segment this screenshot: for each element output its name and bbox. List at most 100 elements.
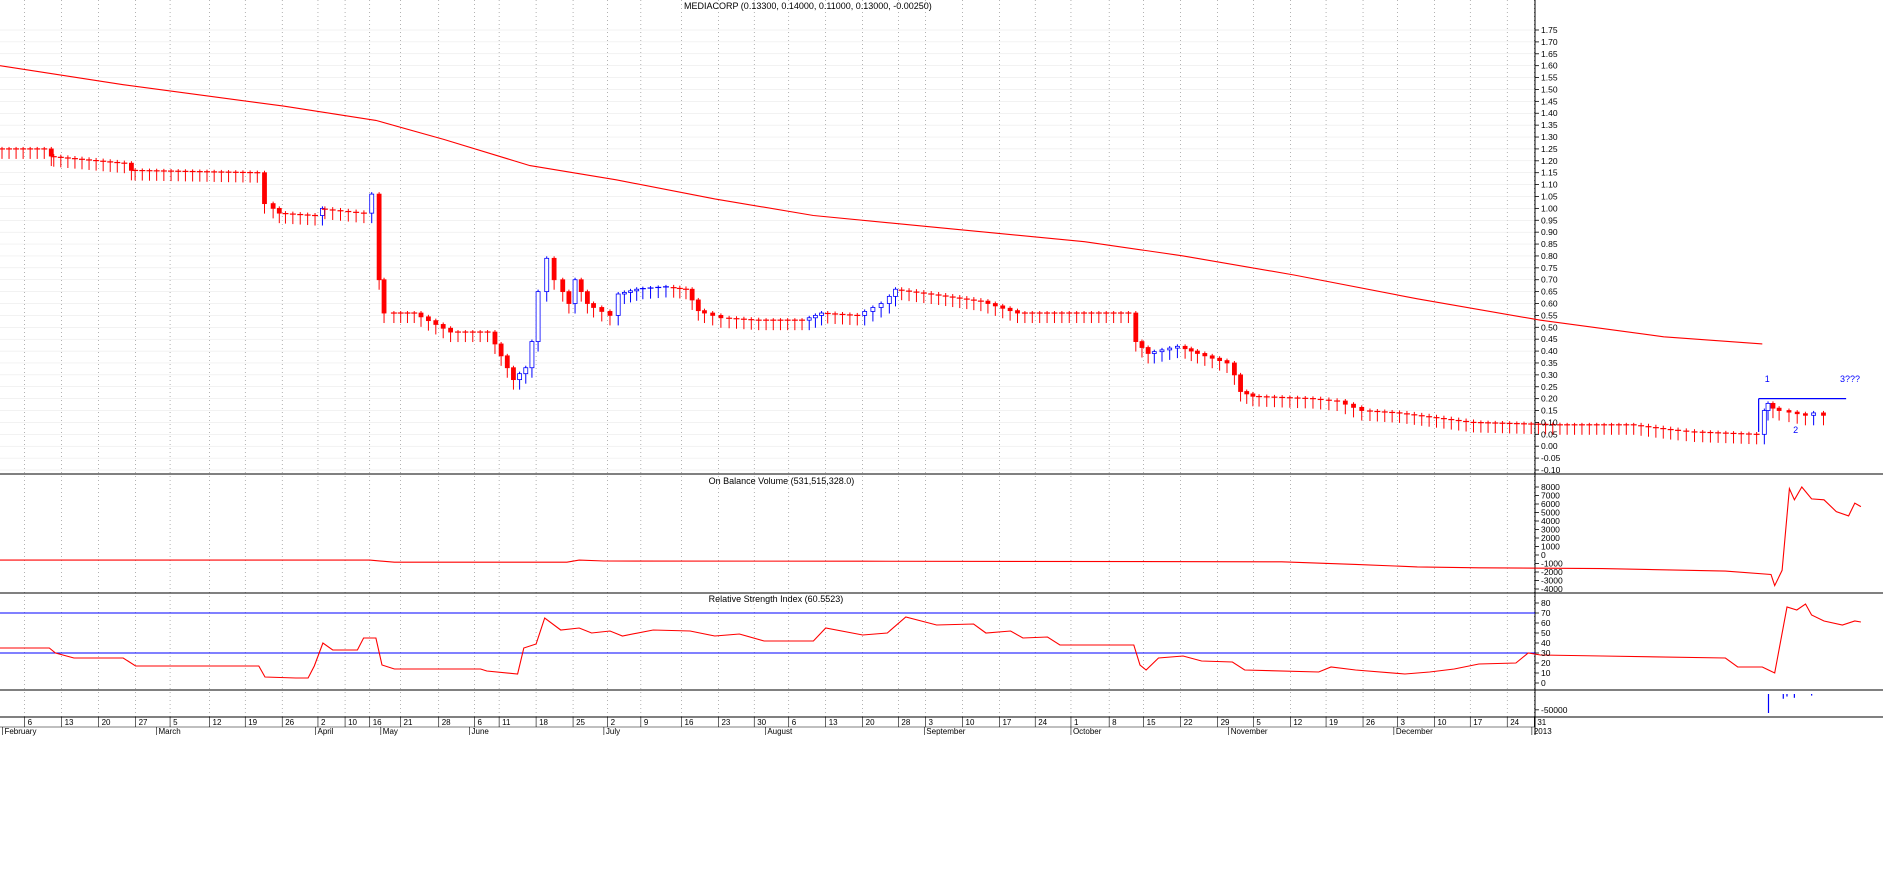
price-candle [1786,410,1792,413]
obv-axis-tick-label: -4000 [1541,584,1563,594]
price-candle [893,288,898,297]
day-tick-label: 8 [1112,718,1117,727]
price-axis-tick-label: 0.40 [1541,346,1558,356]
price-axis-tick-label: 1.20 [1541,156,1558,166]
price-candle [1202,353,1208,357]
price-candle [1224,360,1230,364]
price-candle [1765,403,1771,411]
price-candle [1195,350,1200,354]
month-label: 2013 [1534,727,1552,736]
price-candle [1139,341,1145,348]
day-tick-label: 5 [173,718,178,727]
day-tick-label: 6 [28,718,33,727]
day-tick-label: 6 [477,718,482,727]
price-candle [440,324,446,329]
day-tick-label: 10 [348,718,357,727]
obv-axis-tick-label: 0 [1541,550,1546,560]
day-tick-label: 24 [1038,718,1047,727]
price-candle [1167,347,1173,351]
price-candle [1217,357,1223,361]
price-axis-tick-label: 1.60 [1541,61,1558,71]
day-tick-label: 3 [929,718,934,727]
price-axis-tick-label: 1.00 [1541,203,1558,213]
day-tick-label: 23 [721,718,730,727]
price-candle [376,193,382,281]
price-candle [1238,374,1243,392]
price-candle [560,279,566,293]
day-tick-label: 30 [757,718,766,727]
month-label: April [317,727,333,736]
day-tick-label: 16 [685,718,694,727]
price-candle [1145,347,1151,354]
price-candle [504,355,510,369]
month-label: November [1231,727,1268,736]
obv-axis-tick-label: -3000 [1541,576,1563,586]
price-axis-tick-label: 0.50 [1541,322,1558,332]
price-candle [628,290,633,293]
price-axis-tick-label: 1.40 [1541,108,1558,118]
price-candle [129,162,134,171]
price-axis-tick-label: 0.85 [1541,239,1558,249]
price-candle [1770,403,1776,409]
day-tick-label: 3 [1401,718,1406,727]
day-tick-label: 18 [539,718,548,727]
price-candle [878,303,884,308]
price-candle [584,291,590,304]
rsi-axis-tick-label: 40 [1541,638,1551,648]
price-axis-tick-label: 0.00 [1541,441,1558,451]
price-candle [1209,355,1215,359]
price-axis-tick-label: 1.05 [1541,191,1558,201]
rsi-axis-tick-label: 80 [1541,598,1551,608]
price-candle [615,293,621,316]
price-candle [718,315,724,319]
obv-axis-tick-label: -1000 [1541,559,1563,569]
day-tick-label: 2 [321,718,326,727]
price-axis-tick-label: 1.65 [1541,49,1558,59]
price-candle [517,373,523,381]
month-label: July [606,727,620,736]
day-tick-label: 13 [65,718,74,727]
price-candle [607,311,613,316]
price-candle [418,312,424,318]
price-axis-tick-label: 1.30 [1541,132,1558,142]
price-candle [591,303,596,308]
price-axis-tick-label: 0.60 [1541,299,1558,309]
price-candle [551,257,557,281]
price-axis-tick-label: 0.45 [1541,334,1558,344]
day-tick-label: 6 [792,718,797,727]
rsi-panel-title: Relative Strength Index (60.5523) [708,594,844,604]
price-candle [710,312,716,316]
moving-average-line [0,65,1763,345]
wave-3-label: 3??? [1840,374,1860,384]
price-candle [369,193,375,214]
price-panel-title: MEDIACORP (0.13300, 0.14000, 0.11000, 0.… [683,1,932,11]
day-tick-label: 5 [1256,718,1261,727]
price-candle [578,279,584,293]
obv-axis-tick-label: 7000 [1541,491,1560,501]
price-axis-tick-label: 0.10 [1541,417,1558,427]
price-axis-tick-label: 0.90 [1541,227,1558,237]
day-tick-label: 20 [866,718,875,727]
price-candle [48,148,54,157]
obv-axis-tick-label: 1000 [1541,542,1560,552]
day-tick-label: 12 [1293,718,1302,727]
price-candle [276,207,282,214]
day-tick-label: 19 [248,718,257,727]
rsi-axis-tick-label: 60 [1541,618,1551,628]
price-axis-tick-label: 1.45 [1541,96,1558,106]
day-tick-label: 17 [1473,718,1482,727]
price-candle [1244,391,1250,395]
price-candle [535,291,541,342]
month-label: May [383,727,398,736]
price-axis-tick-label: 1.70 [1541,37,1558,47]
month-label: October [1073,727,1102,736]
day-tick-label: 29 [1221,718,1230,727]
volume-axis-tick-label: -50000 [1541,705,1568,715]
price-candle [702,310,707,314]
obv-axis-tick-label: 6000 [1541,499,1560,509]
price-axis-tick-label: 0.35 [1541,358,1558,368]
price-axis-tick-label: 0.25 [1541,382,1558,392]
price-candle [1821,412,1826,416]
